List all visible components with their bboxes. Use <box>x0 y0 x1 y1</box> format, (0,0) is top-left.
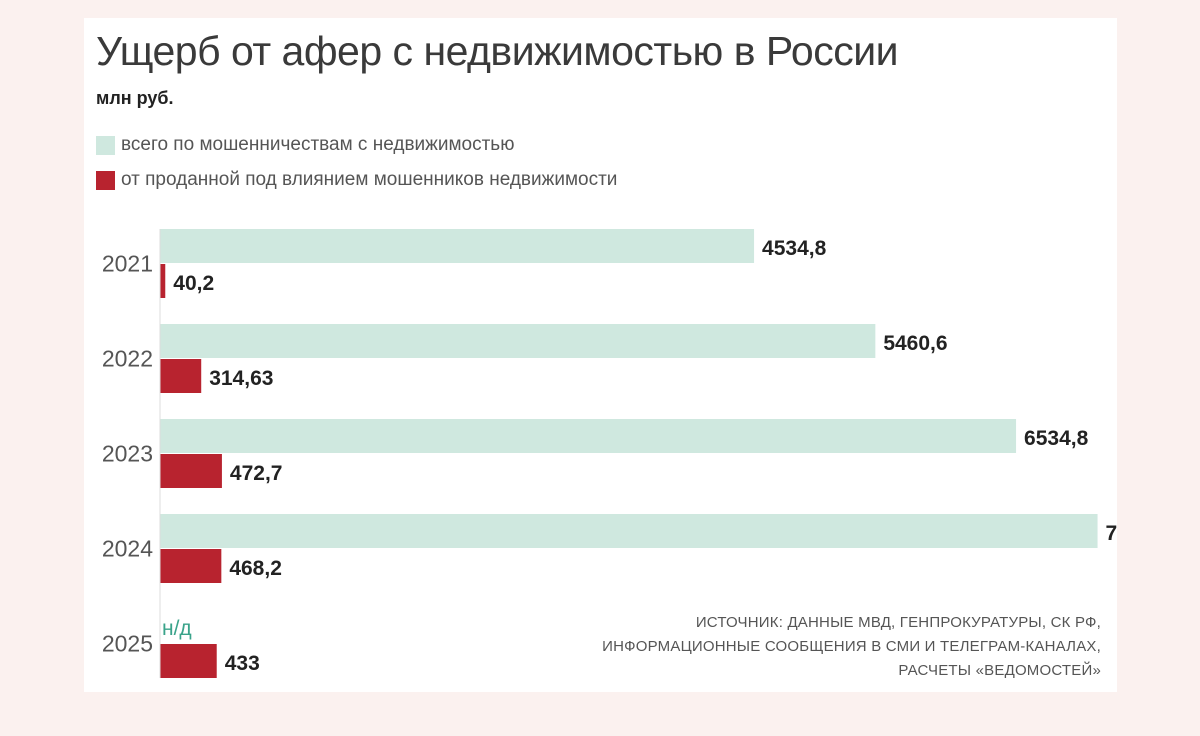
year-label: 2022 <box>102 346 153 372</box>
chart-title: Ущерб от афер с недвижимостью в России <box>96 28 899 74</box>
value-label: 314,63 <box>209 367 273 390</box>
chart-unit: млн руб. <box>96 88 174 108</box>
value-label: 4534,8 <box>762 237 827 260</box>
year-label: 2023 <box>102 441 153 467</box>
bar-total <box>160 229 755 263</box>
legend-swatch-sold <box>96 170 115 190</box>
value-label: 468,2 <box>229 557 282 580</box>
source-line: РАСЧЕТЫ «ВЕДОМОСТЕЙ» <box>898 662 1101 679</box>
legend-label-sold: от проданной под влиянием мошенников нед… <box>121 169 618 190</box>
source-line: ИНФОРМАЦИОННЫЕ СООБЩЕНИЯ В СМИ И ТЕЛЕГРА… <box>602 638 1101 655</box>
value-label: 7156,9 <box>1106 522 1117 545</box>
value-label: 433 <box>225 652 260 675</box>
chart-card: 2021 4534,8 40,2 2022 5460,6 314,63 2023 6534,8… <box>84 18 1117 692</box>
value-label: 5460,6 <box>883 332 947 355</box>
legend-swatch-total <box>96 135 115 155</box>
year-label: 2021 <box>102 251 153 277</box>
bar-sold <box>160 549 222 583</box>
no-data-label: н/д <box>162 617 192 640</box>
bar-sold <box>160 644 217 678</box>
legend-item-total: всего по мошенничествам с недвижимостью <box>96 132 514 158</box>
source-line: ИСТОЧНИК: ДАННЫЕ МВД, ГЕНПРОКУРАТУРЫ, СК… <box>695 614 1101 631</box>
year-label: 2025 <box>102 631 153 657</box>
bar-sold <box>160 264 166 298</box>
bar-sold <box>160 359 202 393</box>
source-note: ИСТОЧНИК: ДАННЫЕ МВД, ГЕНПРОКУРАТУРЫ, СК… <box>602 611 1101 683</box>
legend-item-sold: от проданной под влиянием мошенников нед… <box>96 167 617 193</box>
bar-total <box>160 419 1017 453</box>
year-label: 2024 <box>102 536 153 562</box>
legend-label-total: всего по мошенничествам с недвижимостью <box>121 134 515 155</box>
bar-total <box>160 324 876 358</box>
bar-total <box>160 514 1098 548</box>
value-label: 472,7 <box>230 462 283 485</box>
bar-chart: 2021 4534,8 40,2 2022 5460,6 314,63 2023 6534,8… <box>102 229 1117 678</box>
bar-sold <box>160 454 222 488</box>
value-label: 6534,8 <box>1024 427 1089 450</box>
value-label: 40,2 <box>173 272 214 295</box>
